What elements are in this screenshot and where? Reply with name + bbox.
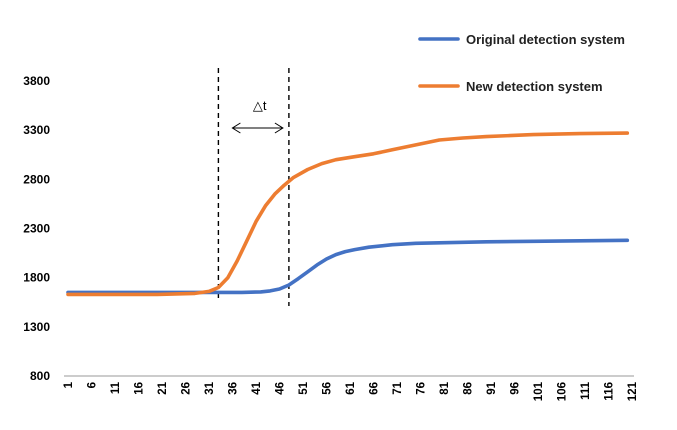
x-tick-label: 81 [439, 381, 451, 394]
x-tick-label: 46 [275, 382, 287, 395]
y-tick-label: 3800 [23, 74, 50, 88]
y-tick-label: 2300 [23, 222, 50, 236]
x-tick-label: 31 [204, 381, 216, 394]
y-tick-label: 3300 [23, 123, 50, 137]
annotation-label: △t [253, 98, 267, 113]
x-tick-label: 86 [463, 382, 475, 395]
delta-t-annotation: △t [217, 68, 290, 306]
x-tick-label: 36 [228, 382, 240, 395]
y-axis-tick-labels: 800 1300 1800 2300 2800 3300 3800 [23, 74, 50, 383]
legend-label: Original detection system [466, 32, 625, 47]
x-tick-label: 16 [134, 382, 146, 395]
x-axis-tick-labels: 1 6 11 16 21 26 31 36 41 46 51 56 61 66 71 76 81 86 91 96 10… [63, 381, 639, 401]
x-tick-label: 6 [87, 382, 99, 388]
series-line-new [66, 131, 630, 297]
legend: Original detection system New detection s… [418, 32, 625, 94]
x-tick-label: 91 [486, 381, 498, 394]
x-tick-label: 96 [510, 382, 522, 395]
x-tick-label: 1 [63, 381, 75, 388]
x-tick-label: 26 [181, 382, 193, 395]
x-tick-label: 61 [345, 381, 357, 394]
legend-label: New detection system [466, 79, 603, 94]
annotation-arrow-head-left [231, 122, 241, 134]
x-tick-label: 11 [110, 381, 122, 394]
x-tick-label: 76 [416, 382, 428, 395]
x-tick-label: 56 [322, 382, 334, 395]
x-tick-label: 106 [557, 382, 569, 401]
x-tick-label: 21 [157, 381, 169, 394]
x-tick-label: 41 [251, 381, 263, 394]
x-tick-label: 71 [392, 381, 404, 394]
y-tick-label: 1800 [23, 271, 50, 285]
series-line-original [66, 238, 630, 295]
x-tick-label: 66 [369, 382, 381, 395]
x-tick-label: 116 [604, 382, 616, 401]
x-tick-label: 101 [533, 381, 545, 401]
y-tick-label: 1300 [23, 320, 50, 334]
x-tick-label: 111 [580, 381, 592, 400]
annotation-arrow-head-right [274, 122, 284, 134]
x-tick-label: 121 [627, 381, 639, 401]
x-tick-label: 51 [298, 381, 310, 394]
series-lines [66, 131, 630, 297]
y-tick-label: 800 [30, 369, 50, 383]
y-tick-label: 2800 [23, 172, 50, 186]
